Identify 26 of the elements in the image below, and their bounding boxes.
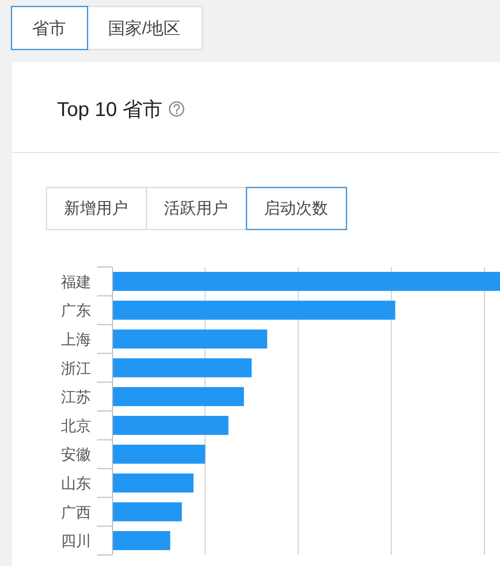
- y-tick-label: 山东: [61, 476, 91, 492]
- y-tick-label: 广西: [61, 504, 91, 522]
- bar: [113, 272, 500, 291]
- tab: 省市: [10, 6, 88, 50]
- tab: 活跃用户: [146, 186, 248, 230]
- bar: [113, 444, 206, 464]
- tab: 国家/地区: [86, 6, 203, 50]
- y-tick-label: 广东: [61, 302, 91, 320]
- y-tick-label: 浙江: [61, 360, 91, 378]
- bar: [113, 473, 194, 493]
- bar: [113, 329, 268, 349]
- bar: [113, 531, 170, 550]
- y-tick-label: 北京: [61, 418, 91, 435]
- y-tick-label: 上海: [61, 332, 91, 348]
- y-tick-label: 江苏: [61, 389, 91, 406]
- bar: [113, 358, 252, 378]
- y-tick-label: 福建: [61, 274, 91, 291]
- bar: [113, 416, 228, 435]
- y-tick-label: 安徽: [61, 446, 91, 464]
- tab: 新增用户: [46, 186, 148, 230]
- bar: [113, 502, 182, 522]
- bar: [113, 387, 244, 406]
- y-tick-label: 四川: [61, 533, 91, 550]
- chart-title: Top 10 省市: [57, 99, 163, 121]
- tab: 启动次数: [246, 186, 348, 230]
- bar: [113, 300, 396, 320]
